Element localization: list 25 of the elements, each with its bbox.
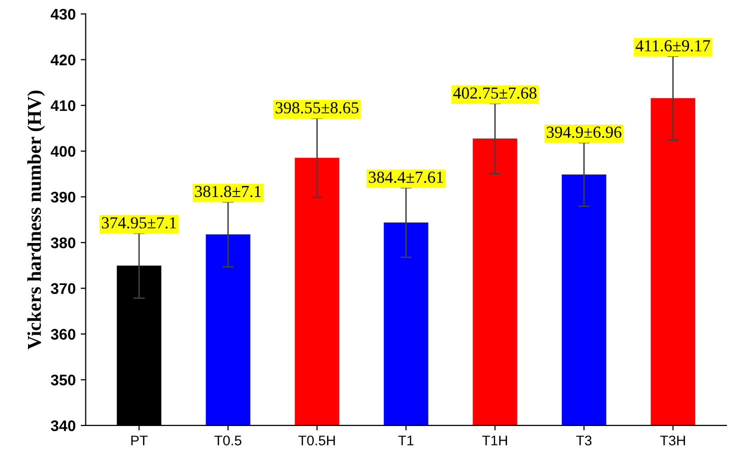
y-tick-label: 430 bbox=[50, 8, 76, 20]
y-tick-label: 390 bbox=[50, 192, 76, 203]
data-label: 384.4±7.61 bbox=[368, 172, 443, 183]
x-tick-label: T1H bbox=[482, 436, 507, 446]
y-tick-label: 400 bbox=[50, 146, 76, 157]
data-label: 374.95±7.1 bbox=[102, 217, 176, 228]
y-axis-title: Vickers hardness number (HV) bbox=[27, 90, 45, 350]
data-label: 394.9±6.96 bbox=[546, 126, 622, 138]
x-tick-label: PT bbox=[131, 436, 148, 446]
y-tick-label: 420 bbox=[50, 54, 76, 66]
x-tick-label: T3 bbox=[576, 436, 592, 446]
y-tick-label: 410 bbox=[50, 100, 76, 112]
data-label: 381.8±7.1 bbox=[195, 186, 261, 198]
y-tick-label: 380 bbox=[50, 237, 76, 248]
x-tick-label: T0.5H bbox=[298, 436, 335, 446]
y-tick-label: 350 bbox=[50, 374, 76, 386]
y-tick-label: 340 bbox=[50, 420, 76, 432]
y-tick-label: 360 bbox=[50, 328, 76, 340]
data-label: 411.6±9.17 bbox=[636, 40, 710, 52]
data-label: 398.55±8.65 bbox=[276, 102, 358, 114]
x-tick-label: T0.5 bbox=[214, 436, 242, 446]
x-tick-label: T1 bbox=[398, 436, 414, 446]
x-tick-label: T3H bbox=[660, 436, 685, 446]
data-label: 402.75±7.68 bbox=[453, 87, 536, 99]
y-tick-label: 370 bbox=[50, 283, 76, 294]
